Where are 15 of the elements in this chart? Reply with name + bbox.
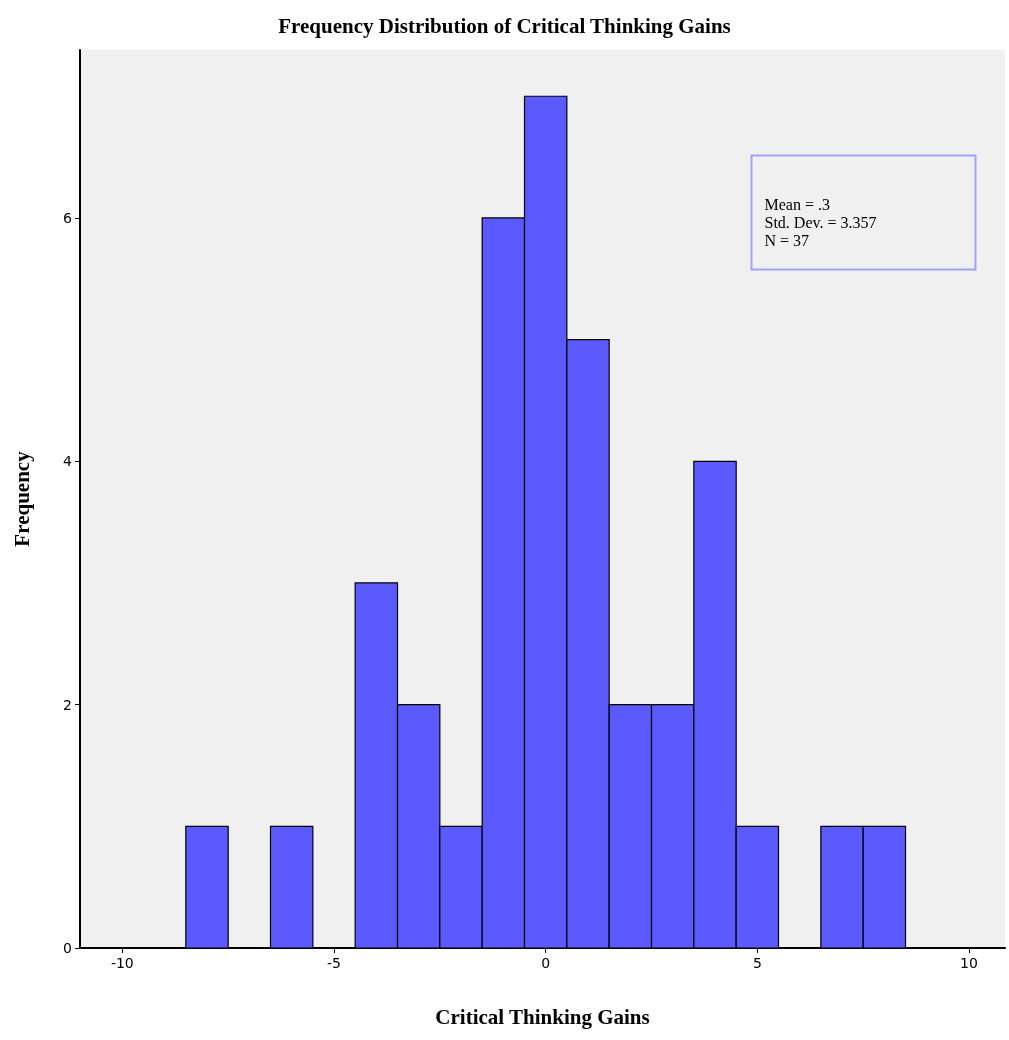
annotation: Std. Dev. = 3.357 (764, 214, 877, 231)
x-tick-label: -10 (110, 955, 134, 971)
y-tick-label: 6 (63, 209, 73, 226)
x-tick-label: 0 (541, 955, 551, 971)
x-tick-label: 10 (960, 955, 978, 971)
y-axis-title: Frequency (9, 450, 34, 547)
y-tick-label: 4 (63, 453, 73, 470)
annotation: N = 37 (764, 232, 810, 249)
x-tick-label: 5 (752, 955, 762, 971)
annotation: Mean = .3 (764, 196, 830, 213)
y-tick-label: 2 (63, 696, 72, 713)
x-axis-title: Critical Thinking Gains (435, 1004, 650, 1029)
y-tick-label: 0 (63, 940, 72, 956)
chart-title: Frequency Distribution of Critical Thinking Gains (278, 13, 731, 38)
x-tick-label: -5 (327, 955, 341, 971)
